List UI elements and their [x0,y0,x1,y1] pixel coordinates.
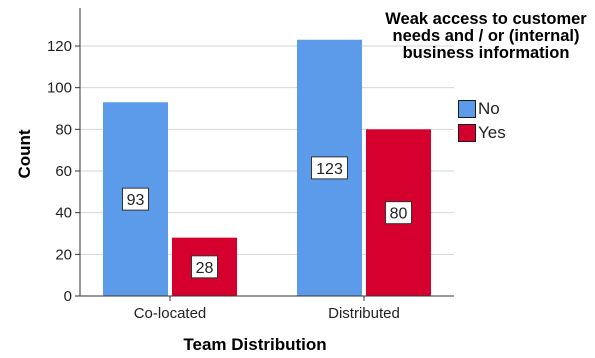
y-tick-label: 40 [55,205,72,222]
y-tick-label: 0 [64,288,72,305]
x-tick-label: Co-located [134,305,207,322]
y-tick-label: 80 [55,121,72,138]
axes: 0 20 40 60 80 100 120 Co-located Distributed [47,8,454,322]
data-label: 93 [127,192,145,209]
data-label-box [385,201,412,225]
legend-title: Weak access to customer needs and / or (… [385,10,587,62]
legend-label-no: No [478,99,500,118]
legend-swatch-no [458,100,476,118]
data-label-box [191,255,218,279]
data-label: 123 [316,161,343,178]
y-tick-label: 20 [55,246,72,263]
data-label-box [122,187,149,211]
data-label-box [311,156,348,180]
legend-label-yes: Yes [478,123,506,142]
legend-item-yes: Yes [458,123,506,143]
legend-item-no: No [458,99,500,119]
y-axis-title: Count [15,129,34,178]
x-tick-label: Distributed [328,305,400,322]
legend-swatch-yes [458,124,476,142]
y-tick-label: 60 [55,163,72,180]
x-axis-title: Team Distribution [183,335,326,354]
data-label: 80 [390,206,408,223]
data-label: 28 [196,260,214,277]
y-tick-label: 120 [47,38,72,55]
bars [103,39,431,296]
y-tick-label: 100 [47,80,72,97]
data-labels: 93 28 123 80 [122,156,412,279]
